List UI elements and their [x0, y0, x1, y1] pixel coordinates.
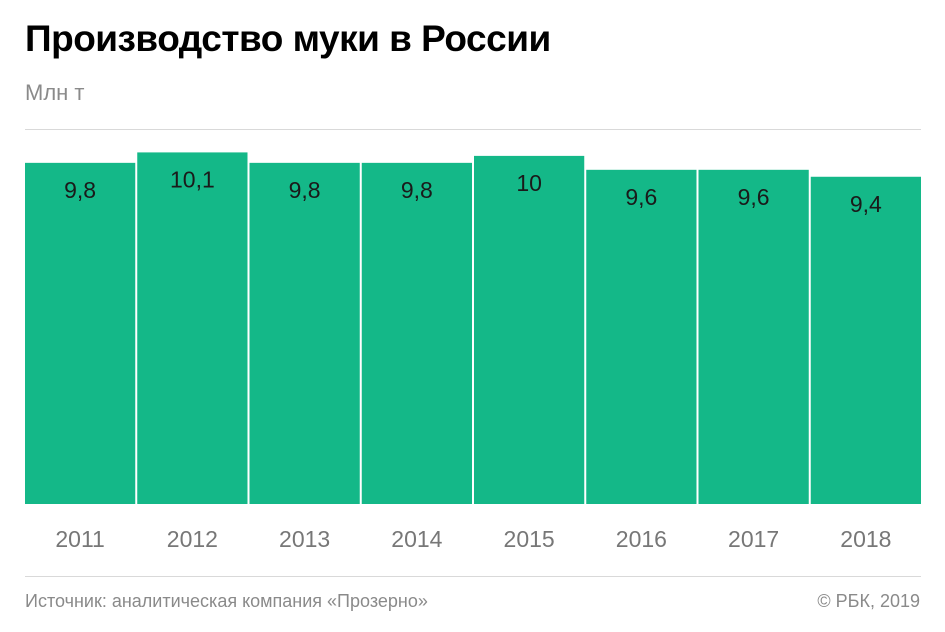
- x-tick-label-2015: 2015: [504, 526, 555, 552]
- x-tick-label-2012: 2012: [167, 526, 218, 552]
- x-tick-label-2011: 2011: [55, 526, 104, 552]
- value-label-2016: 9,6: [625, 184, 657, 210]
- bar-2017: [698, 169, 809, 504]
- top-divider: [25, 129, 921, 130]
- value-label-2014: 9,8: [401, 177, 433, 203]
- bar-2012: [137, 152, 248, 504]
- bar-2018: [810, 176, 921, 504]
- x-tick-label-2013: 2013: [279, 526, 330, 552]
- value-label-2017: 9,6: [738, 184, 770, 210]
- bar-2016: [586, 169, 697, 504]
- x-tick-label-2018: 2018: [840, 526, 891, 552]
- x-tick-label-2014: 2014: [391, 526, 442, 552]
- x-tick-label-2017: 2017: [728, 526, 779, 552]
- chart-title: Производство муки в России: [25, 18, 551, 59]
- bar-2013: [249, 162, 360, 504]
- bottom-divider: [25, 576, 921, 577]
- value-label-2013: 9,8: [289, 177, 321, 203]
- value-label-2012: 10,1: [170, 166, 215, 192]
- unit-label: Млн т: [25, 80, 85, 105]
- x-tick-label-2016: 2016: [616, 526, 667, 552]
- value-label-2018: 9,4: [850, 191, 882, 217]
- copyright-credit: © РБК, 2019: [817, 591, 920, 611]
- source-note: Источник: аналитическая компания «Прозер…: [25, 591, 428, 611]
- bar-2011: [25, 162, 136, 504]
- value-label-2011: 9,8: [64, 177, 96, 203]
- bar-2015: [474, 155, 585, 504]
- value-label-2015: 10: [516, 170, 542, 196]
- bar-2014: [361, 162, 472, 504]
